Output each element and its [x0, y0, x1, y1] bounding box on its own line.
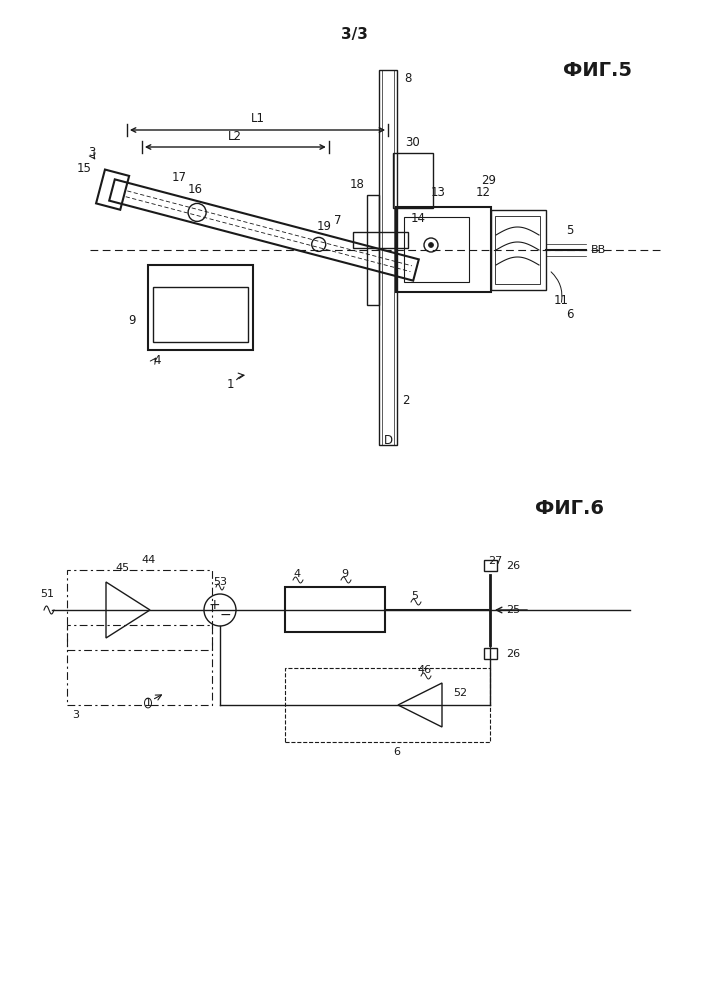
Text: 5: 5 [411, 591, 419, 601]
Text: 51: 51 [40, 589, 54, 599]
Text: 8: 8 [404, 72, 411, 85]
Bar [67, 570, 212, 650]
Text: 12: 12 [476, 186, 491, 200]
Circle shape [428, 242, 433, 247]
Text: 9: 9 [129, 314, 136, 326]
Bar [96, 170, 129, 210]
Text: 15: 15 [76, 161, 91, 174]
Bar [393, 153, 433, 208]
Bar [285, 587, 385, 632]
Bar [396, 207, 491, 292]
Bar [379, 70, 397, 445]
Bar [491, 210, 546, 290]
Text: D: D [383, 434, 392, 446]
Bar [495, 216, 540, 284]
Text: 27: 27 [488, 556, 502, 566]
Text: 13: 13 [431, 186, 445, 200]
Text: 1: 1 [226, 378, 234, 391]
Text: 46: 46 [418, 665, 432, 675]
Text: −: − [219, 608, 230, 622]
Text: 44: 44 [142, 555, 156, 565]
Bar [148, 265, 253, 350]
Text: 30: 30 [406, 136, 421, 149]
Text: 16: 16 [187, 183, 203, 196]
Text: 3: 3 [72, 710, 79, 720]
Text: 7: 7 [334, 214, 341, 227]
Text: 5: 5 [566, 224, 573, 236]
Text: BB: BB [591, 245, 606, 255]
Bar [484, 560, 497, 571]
Text: ФИГ.5: ФИГ.5 [563, 60, 633, 80]
Text: 52: 52 [453, 688, 467, 698]
Text: 14: 14 [411, 212, 426, 225]
Bar [67, 625, 212, 705]
Bar [484, 648, 497, 659]
Bar [382, 70, 394, 445]
Text: 1: 1 [144, 698, 151, 708]
Text: 4: 4 [153, 354, 160, 366]
Text: L1: L1 [250, 112, 264, 125]
Text: 11: 11 [554, 294, 569, 306]
Text: 3/3: 3/3 [341, 27, 368, 42]
Text: 3: 3 [88, 145, 95, 158]
Text: L2: L2 [228, 129, 243, 142]
Text: 29: 29 [481, 174, 496, 186]
Bar [353, 232, 408, 248]
Text: 26: 26 [506, 649, 520, 659]
Text: 17: 17 [172, 171, 187, 184]
Text: 53: 53 [213, 577, 227, 587]
Text: 9: 9 [341, 569, 349, 579]
Text: 19: 19 [316, 220, 331, 233]
Text: +: + [208, 598, 220, 612]
Bar [285, 668, 490, 742]
Bar [367, 195, 379, 305]
Text: 2: 2 [402, 393, 409, 406]
Bar [153, 287, 248, 342]
Text: 6: 6 [394, 747, 400, 757]
Text: 26: 26 [506, 561, 520, 571]
Text: 18: 18 [349, 178, 364, 192]
Bar [404, 217, 469, 282]
Text: 6: 6 [566, 308, 573, 322]
Text: 45: 45 [116, 563, 130, 573]
Text: 4: 4 [293, 569, 300, 579]
Text: 25: 25 [506, 605, 520, 615]
Text: ФИГ.6: ФИГ.6 [535, 498, 604, 518]
